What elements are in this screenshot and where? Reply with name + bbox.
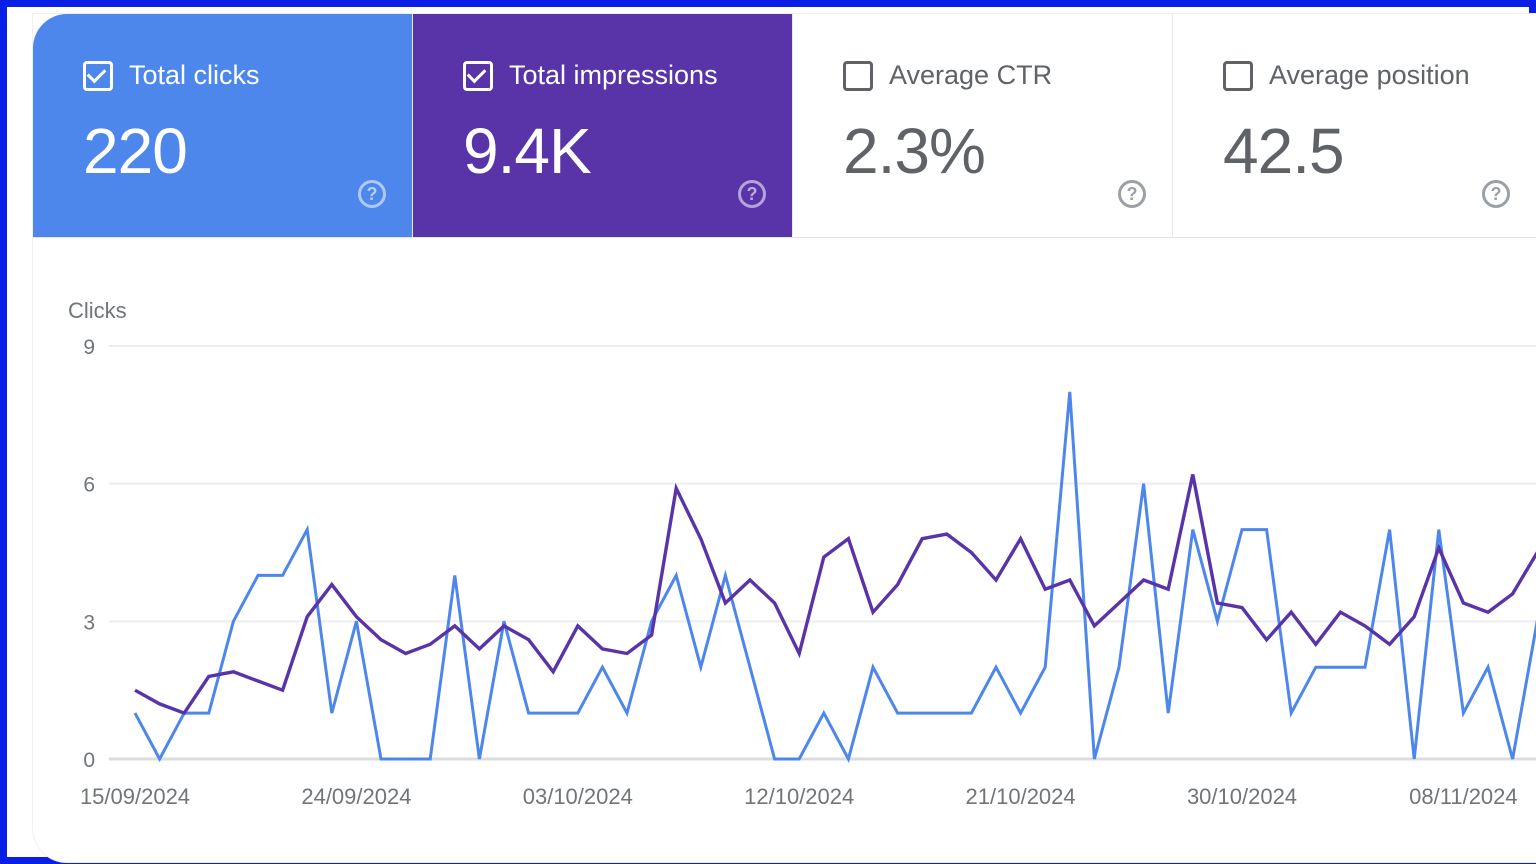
x-tick-label: 30/10/2024 bbox=[1187, 784, 1297, 809]
y-axis-label: Clicks bbox=[68, 298, 127, 323]
metric-value: 220 bbox=[83, 115, 188, 187]
y-tick-label: 9 bbox=[83, 336, 95, 359]
y-tick-label: 3 bbox=[83, 611, 95, 634]
metric-card-average-ctr[interactable]: Average CTR 2.3% ? bbox=[793, 14, 1173, 238]
x-tick-label: 12/10/2024 bbox=[744, 784, 854, 809]
help-icon[interactable]: ? bbox=[1118, 180, 1146, 208]
metric-value: 42.5 bbox=[1223, 115, 1345, 187]
metric-value: 2.3% bbox=[843, 115, 986, 187]
y-tick-label: 6 bbox=[83, 474, 95, 497]
metric-card-total-impressions[interactable]: Total impressions 9.4K ? bbox=[413, 14, 793, 238]
performance-panel: Total clicks 220 ? Total impressions 9.4… bbox=[33, 14, 1536, 862]
metric-value: 9.4K bbox=[463, 115, 592, 187]
metric-label: Average CTR bbox=[889, 60, 1053, 90]
help-icon[interactable]: ? bbox=[1482, 180, 1510, 208]
checkbox-unchecked-icon[interactable] bbox=[1223, 61, 1253, 91]
help-icon[interactable]: ? bbox=[738, 180, 766, 208]
metric-card-average-position[interactable]: Average position 42.5 ? bbox=[1173, 14, 1536, 238]
checkbox-checked-icon[interactable] bbox=[83, 61, 113, 91]
help-icon[interactable]: ? bbox=[358, 180, 386, 208]
x-tick-label: 21/10/2024 bbox=[966, 784, 1076, 809]
series-line-impressions bbox=[134, 474, 1536, 716]
metric-label: Total impressions bbox=[509, 60, 718, 90]
series-line-clicks bbox=[133, 391, 1536, 764]
metric-cards: Total clicks 220 ? Total impressions 9.4… bbox=[33, 14, 1536, 238]
checkbox-unchecked-icon[interactable] bbox=[843, 61, 873, 91]
x-tick-label: 08/11/2024 bbox=[1409, 784, 1517, 809]
checkbox-checked-icon[interactable] bbox=[463, 61, 493, 91]
clicks-chart: Clicks 0 3 6 9 15/09/2024 24/09/2024 03/10/2024… bbox=[33, 238, 1536, 862]
metric-card-total-clicks[interactable]: Total clicks 220 ? bbox=[33, 14, 413, 238]
x-tick-label: 15/09/2024 bbox=[80, 784, 190, 809]
y-tick-label: 0 bbox=[83, 749, 95, 772]
metric-label: Total clicks bbox=[129, 60, 260, 90]
x-tick-label: 24/09/2024 bbox=[301, 784, 411, 809]
x-tick-label: 03/10/2024 bbox=[523, 784, 633, 809]
line-chart-svg: Clicks 0 3 6 9 15/09/2024 24/09/2024 03/10/2024… bbox=[68, 298, 1536, 809]
metric-label: Average position bbox=[1269, 60, 1470, 90]
